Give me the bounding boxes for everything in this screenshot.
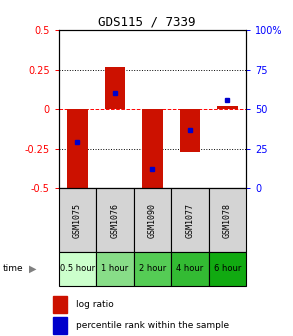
Bar <box>105 67 125 109</box>
Text: ▶: ▶ <box>29 264 37 274</box>
Text: log ratio: log ratio <box>76 300 114 309</box>
Text: time: time <box>3 264 23 273</box>
Text: GDS115 / 7339: GDS115 / 7339 <box>98 15 195 28</box>
Text: percentile rank within the sample: percentile rank within the sample <box>76 321 229 330</box>
Bar <box>96 188 134 252</box>
Bar <box>53 317 67 335</box>
Bar <box>134 188 171 252</box>
Bar <box>180 109 200 152</box>
Text: 2 hour: 2 hour <box>139 264 166 273</box>
Text: GSM1077: GSM1077 <box>185 203 194 238</box>
Bar <box>209 188 246 252</box>
Bar <box>67 109 88 191</box>
Bar <box>171 188 209 252</box>
Text: GSM1076: GSM1076 <box>110 203 119 238</box>
Text: 0.5 hour: 0.5 hour <box>60 264 95 273</box>
Bar <box>142 109 163 191</box>
Bar <box>217 106 238 109</box>
Bar <box>209 252 246 286</box>
Bar <box>171 252 209 286</box>
Text: GSM1078: GSM1078 <box>223 203 232 238</box>
Bar <box>59 188 96 252</box>
Bar <box>53 296 67 313</box>
Bar <box>96 252 134 286</box>
Text: 1 hour: 1 hour <box>101 264 129 273</box>
Text: GSM1090: GSM1090 <box>148 203 157 238</box>
Bar <box>134 252 171 286</box>
Text: 6 hour: 6 hour <box>214 264 241 273</box>
Text: 4 hour: 4 hour <box>176 264 204 273</box>
Text: GSM1075: GSM1075 <box>73 203 82 238</box>
Bar <box>59 252 96 286</box>
